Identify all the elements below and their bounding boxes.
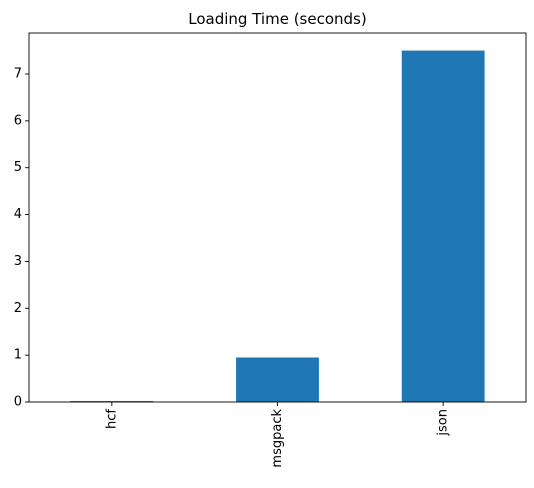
y-tick-label: 4	[14, 207, 22, 222]
x-tick-label: msgpack	[270, 409, 285, 468]
y-tick-label: 1	[14, 348, 22, 363]
y-axis: 0 1 2 3 4 5 6 7	[14, 67, 29, 410]
y-tick-label: 2	[14, 301, 22, 316]
bar-json	[401, 50, 485, 402]
bars-group	[70, 50, 485, 402]
bar-hcf	[70, 401, 154, 402]
y-tick-label: 3	[14, 254, 22, 269]
y-tick-label: 0	[14, 395, 22, 410]
y-tick-label: 6	[14, 113, 22, 128]
plot-frame	[28, 32, 527, 403]
chart-title: Loading Time (seconds)	[188, 10, 366, 28]
x-tick-label: hcf	[104, 409, 119, 429]
y-tick-label: 5	[14, 160, 22, 175]
x-axis: hcf msgpack json	[104, 402, 451, 468]
bar-msgpack	[236, 357, 319, 402]
x-tick-label: json	[436, 409, 451, 437]
y-tick-label: 7	[14, 67, 22, 82]
